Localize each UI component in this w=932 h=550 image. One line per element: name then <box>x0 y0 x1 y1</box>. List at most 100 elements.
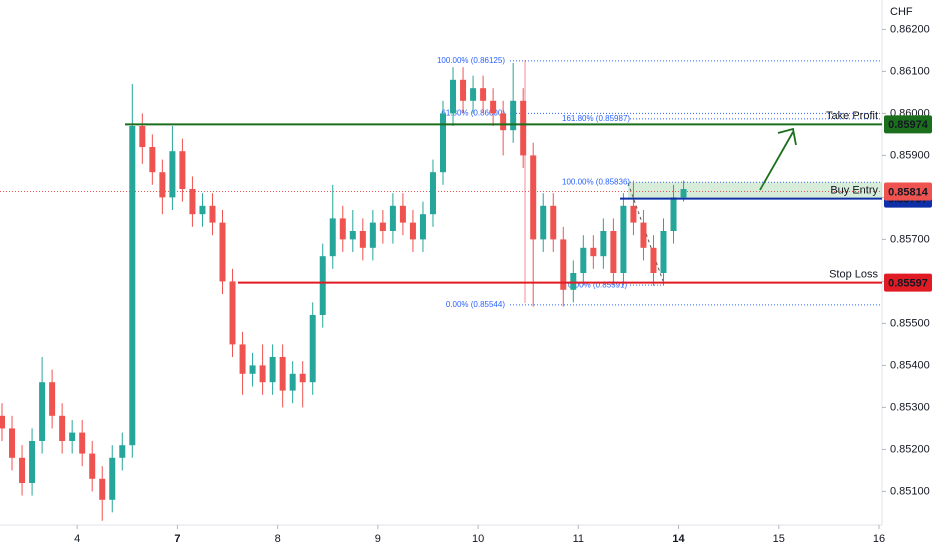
y-tick-label: 0.85400 <box>890 359 930 371</box>
candle-body <box>600 231 607 257</box>
candle-body <box>670 197 677 231</box>
y-tick-label: 0.85300 <box>890 401 930 413</box>
candle-body <box>490 100 497 114</box>
candle-body <box>149 147 156 173</box>
price-tag <box>884 115 932 134</box>
candle <box>129 84 136 458</box>
candle <box>139 113 146 164</box>
candle-body <box>550 205 557 240</box>
candle <box>359 218 366 261</box>
candle <box>560 226 567 307</box>
x-tick-label: 4 <box>74 533 80 545</box>
price-tag-label: 0.85814 <box>888 186 929 198</box>
candle-body <box>69 432 76 441</box>
candle <box>329 184 336 269</box>
candle-body <box>269 357 276 383</box>
candle-body <box>169 151 176 198</box>
x-tick-label: 10 <box>472 533 484 545</box>
x-tick-label: 9 <box>375 533 381 545</box>
candle-body <box>450 79 457 114</box>
candle-body <box>610 231 617 273</box>
candle-body <box>409 222 416 240</box>
candle-body <box>289 373 296 391</box>
candle <box>209 193 216 236</box>
candle-body <box>429 172 436 215</box>
candle <box>319 243 326 328</box>
candle-body <box>219 222 226 282</box>
candle-body <box>399 205 406 223</box>
y-tick-label: 0.85100 <box>890 485 930 497</box>
level-name: Take Profit <box>826 110 878 122</box>
candle <box>159 159 166 215</box>
price-tag <box>884 182 932 201</box>
candle-body <box>229 281 236 345</box>
candle <box>79 420 86 467</box>
candle-body <box>440 113 447 173</box>
candle <box>289 361 296 404</box>
candle <box>550 193 557 252</box>
x-tick-label: 7 <box>174 533 180 545</box>
fib-label: 161.80% (0.85987) <box>562 114 630 123</box>
candle-body <box>359 231 366 248</box>
candle <box>630 180 637 236</box>
candle-body <box>179 151 186 189</box>
candle-body <box>389 205 396 231</box>
x-tick-label: 11 <box>573 533 584 545</box>
candle <box>229 268 236 357</box>
candle <box>259 344 266 395</box>
candle-body <box>540 205 547 240</box>
candle <box>299 361 306 408</box>
candle <box>540 193 547 252</box>
candle <box>89 441 96 492</box>
candle <box>279 344 286 408</box>
candle <box>199 193 206 227</box>
candle-body <box>660 231 667 273</box>
x-tick-label: 15 <box>773 533 785 545</box>
candle <box>99 466 106 521</box>
candle <box>460 67 467 114</box>
price-tag-label: 0.85974 <box>888 119 929 131</box>
candle-body <box>510 100 517 131</box>
candle <box>399 193 406 236</box>
candle <box>419 201 426 252</box>
candle-body <box>299 373 306 383</box>
y-tick-label: 0.86100 <box>890 65 930 77</box>
candle-body <box>349 231 356 240</box>
candle <box>520 88 527 168</box>
fib-label: 0.00% (0.85544) <box>446 300 505 309</box>
candle <box>59 403 66 454</box>
candle-body <box>630 205 637 223</box>
candle-body <box>249 365 256 374</box>
candle-body <box>650 247 657 273</box>
candle <box>189 176 196 227</box>
candle <box>49 369 56 429</box>
currency-label: CHF <box>890 6 913 18</box>
candle <box>530 142 537 307</box>
candle <box>309 302 316 395</box>
candle <box>670 184 677 244</box>
candle <box>249 352 256 387</box>
candle <box>19 445 26 496</box>
candle-body <box>339 218 346 240</box>
candle-body <box>470 88 477 101</box>
candle-body <box>209 205 216 223</box>
candle-body <box>19 457 26 483</box>
target-arrow <box>759 127 797 191</box>
fib-label: 100.00% (0.85836) <box>562 177 630 186</box>
y-tick-label: 0.85900 <box>890 149 930 161</box>
candle-body <box>9 428 16 458</box>
candle-body <box>199 205 206 215</box>
entry-zone <box>628 182 882 199</box>
candle-body <box>129 126 136 446</box>
candle <box>369 210 376 261</box>
candle-body <box>560 239 567 290</box>
candle <box>389 193 396 244</box>
price-tag <box>884 273 932 292</box>
y-tick-label: 0.86200 <box>890 23 930 35</box>
candle <box>590 235 597 269</box>
candle <box>269 344 276 395</box>
candle <box>490 88 497 126</box>
candle-body <box>520 100 527 156</box>
candle-body <box>89 453 96 479</box>
candle-body <box>640 222 647 248</box>
